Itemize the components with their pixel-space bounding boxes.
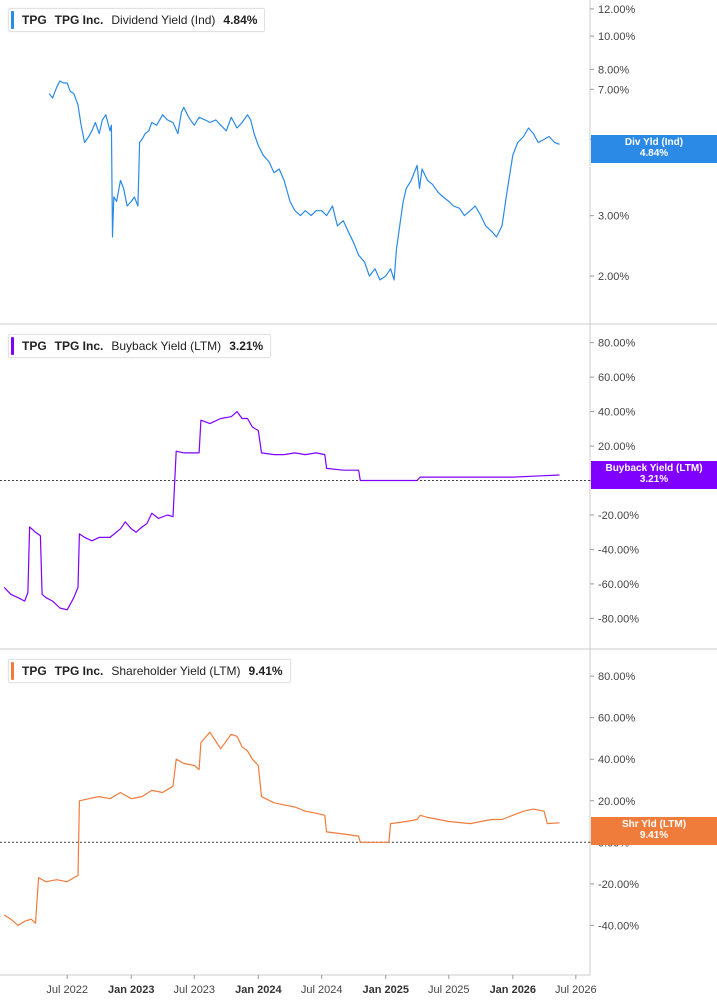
panel-2-y-tick-label: -80.00%	[598, 613, 639, 625]
panel-2-y-tick-label: -60.00%	[598, 579, 639, 591]
panel-2-legend-company: TPG Inc.	[54, 339, 104, 353]
panel-1-legend-metric: Dividend Yield (Ind)	[111, 13, 216, 27]
panel-2-y-tick-label: -40.00%	[598, 544, 639, 556]
panel-1-legend: TPG TPG Inc. Dividend Yield (Ind) 4.84%	[8, 8, 266, 32]
panel-3-y-tick-label: -20.00%	[598, 879, 639, 891]
panel-1-legend-ticker: TPG	[22, 13, 47, 27]
panel-1-y-tick-label: 8.00%	[598, 64, 629, 76]
panel-2-y-tick-label: 80.00%	[598, 338, 636, 350]
panel-1-legend-swatch	[11, 11, 14, 29]
panel-2-y-tick-label: -20.00%	[598, 510, 639, 522]
panel-1-badge-label: Div Yld (Ind)	[624, 137, 684, 148]
panel-3-badge-value: 9.41%	[639, 830, 669, 841]
x-tick-label: Jan 2023	[108, 984, 154, 996]
panel-1-y-tick-label: 3.00%	[598, 211, 629, 223]
panel-1-y-tick-label: 10.00%	[598, 31, 636, 43]
panel-1-value-badge: Div Yld (Ind) 4.84%	[591, 135, 717, 163]
panel-1-legend-company: TPG Inc.	[54, 13, 104, 27]
panel-1-badge-value: 4.84%	[639, 148, 669, 159]
panel-3-y-tick-label: 80.00%	[598, 671, 636, 683]
panel-2-legend-value: 3.21%	[229, 339, 264, 353]
x-tick-label: Jan 2024	[235, 984, 282, 996]
panel-2-series-line	[3, 411, 560, 611]
panel-2-y-tick-label: 20.00%	[598, 441, 636, 453]
panel-3-y-tick-label: 40.00%	[598, 754, 636, 766]
panel-3-y-tick-label: 60.00%	[598, 713, 636, 725]
panel-2-y-tick-label: 40.00%	[598, 407, 636, 419]
panel-1-legend-value: 4.84%	[223, 13, 258, 27]
panel-1-series-line	[48, 80, 560, 281]
panel-3-legend-ticker: TPG	[22, 664, 47, 678]
panel-3-legend: TPG TPG Inc. Shareholder Yield (LTM) 9.4…	[8, 659, 291, 683]
x-tick-label: Jul 2026	[555, 984, 597, 996]
panel-2-legend-ticker: TPG	[22, 339, 47, 353]
panel-2-legend: TPG TPG Inc. Buyback Yield (LTM) 3.21%	[8, 334, 272, 358]
panel-2-badge-label: Buyback Yield (LTM)	[605, 463, 703, 474]
x-tick-label: Jul 2022	[46, 984, 88, 996]
panel-3-legend-company: TPG Inc.	[54, 664, 104, 678]
panel-2-value-badge: Buyback Yield (LTM) 3.21%	[591, 461, 717, 489]
panel-2-y-tick-label: 60.00%	[598, 372, 636, 384]
panel-3-value-badge: Shr Yld (LTM) 9.41%	[591, 817, 717, 845]
panel-1-y-tick-label: 7.00%	[598, 84, 629, 96]
panel-3-badge-label: Shr Yld (LTM)	[621, 819, 687, 830]
panel-3-series-line	[3, 731, 560, 927]
x-tick-label: Jan 2025	[363, 984, 409, 996]
x-tick-label: Jul 2024	[301, 984, 343, 996]
panel-3-y-tick-label: 20.00%	[598, 796, 636, 808]
panel-1-y-tick-label: 12.00%	[598, 4, 636, 16]
panel-3-legend-swatch	[11, 662, 14, 680]
panel-3-legend-value: 9.41%	[248, 664, 283, 678]
panel-2-badge-value: 3.21%	[639, 474, 669, 485]
panel-2-legend-metric: Buyback Yield (LTM)	[111, 339, 222, 353]
x-tick-label: Jan 2026	[490, 984, 536, 996]
panel-3-y-tick-label: -40.00%	[598, 920, 639, 932]
x-tick-label: Jul 2023	[173, 984, 215, 996]
panel-1-y-tick-label: 2.00%	[598, 271, 629, 283]
x-tick-label: Jul 2025	[428, 984, 470, 996]
panel-2-legend-swatch	[11, 337, 14, 355]
panel-3-legend-metric: Shareholder Yield (LTM)	[111, 664, 241, 678]
